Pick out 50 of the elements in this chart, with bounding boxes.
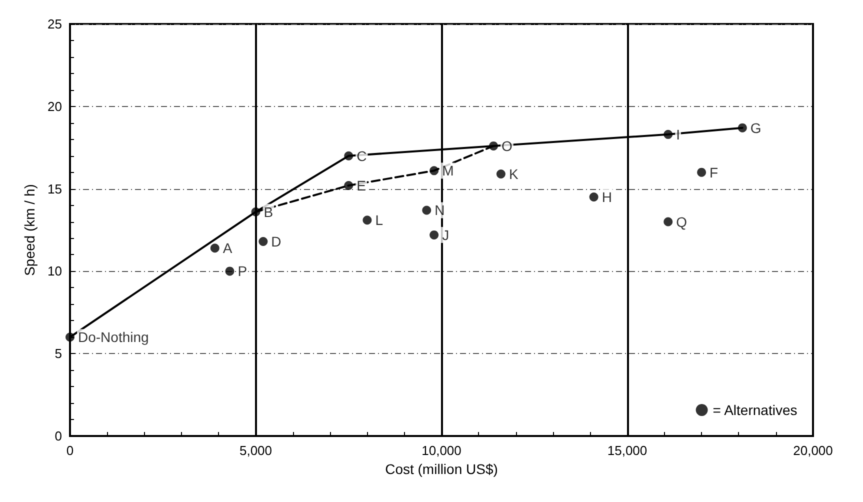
x-tick-label: 0 — [66, 443, 74, 458]
x-axis-title: Cost (million US$) — [385, 461, 498, 477]
annotation: K — [508, 166, 519, 182]
point — [210, 244, 220, 253]
point — [344, 151, 354, 160]
annotation: L — [375, 212, 384, 228]
annotation: B — [264, 204, 274, 220]
point — [422, 206, 432, 215]
annotation: P — [238, 263, 248, 280]
annotation: A — [222, 240, 233, 256]
annotation: N — [434, 202, 445, 218]
annotation: E — [356, 178, 366, 194]
annotation: I — [676, 126, 680, 142]
point — [225, 266, 234, 276]
y-tick-label: 25 — [48, 16, 62, 32]
annotation: H — [602, 189, 612, 206]
point — [344, 181, 354, 190]
point — [697, 168, 706, 177]
y-tick-label: 10 — [48, 264, 62, 279]
x-tick-label: 20,000 — [793, 443, 833, 458]
point — [664, 217, 673, 226]
y-tick-label: 5 — [54, 346, 62, 362]
point — [496, 169, 506, 178]
point — [362, 216, 372, 225]
point — [430, 230, 439, 240]
y-tick-label: 15 — [48, 181, 62, 196]
point — [258, 237, 268, 246]
point — [66, 332, 74, 342]
x-tick-label: 5,000 — [239, 443, 272, 458]
x-tick-label: 10,000 — [422, 443, 462, 458]
annotation: C — [356, 148, 367, 164]
annotation: F — [710, 164, 718, 180]
y-tick-label: 0 — [54, 428, 62, 444]
x-tick-label: 15,000 — [607, 443, 648, 458]
legend-label: = Alternatives — [712, 402, 798, 418]
point — [589, 192, 598, 202]
annotation: Q — [676, 214, 688, 230]
point — [664, 130, 673, 139]
annotation: J — [442, 226, 450, 243]
annotation: G — [750, 120, 762, 136]
point — [251, 207, 260, 216]
point — [489, 141, 498, 150]
y-axis-title: Speed (km / h) — [22, 184, 38, 276]
y-tick-label: 20 — [48, 98, 62, 114]
point — [738, 123, 747, 132]
point — [430, 166, 439, 176]
annotation: D — [271, 234, 282, 250]
annotation: Do-Nothing — [78, 329, 149, 346]
annotation: M — [442, 162, 454, 179]
annotation: O — [502, 138, 513, 154]
